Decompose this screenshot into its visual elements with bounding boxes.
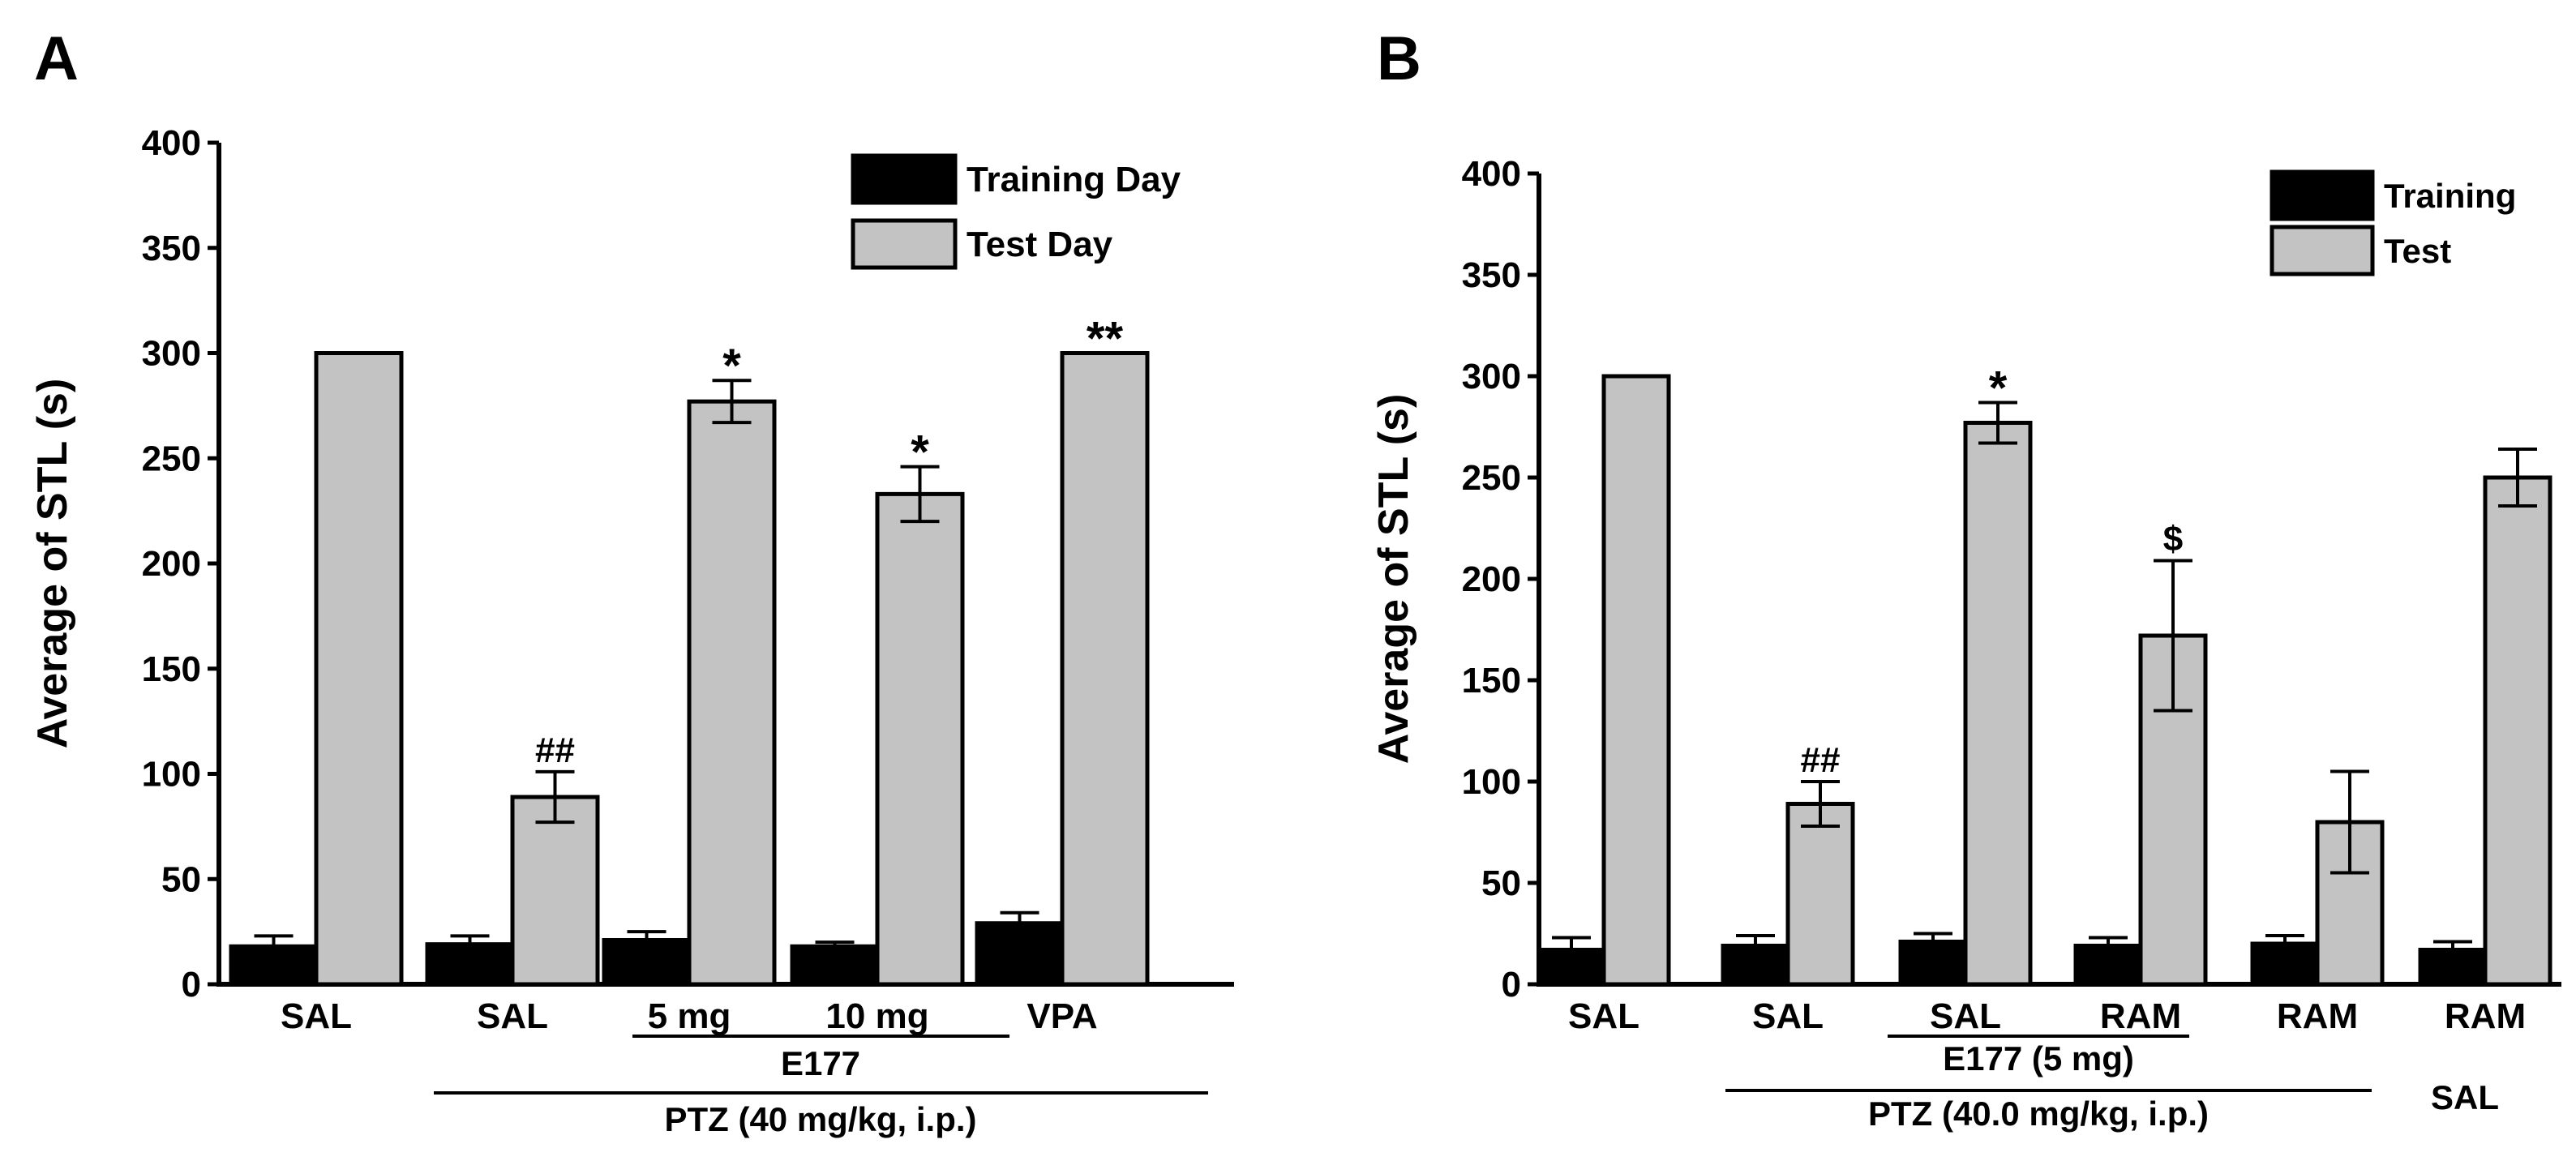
x-tick-label: SAL (1752, 996, 1824, 1036)
significance-marker: $ (2163, 520, 2183, 559)
panel-label: A (34, 24, 79, 93)
panel-b-chart: B Average of STL (s) 0 50 100 150 200 250 300 350… (1370, 24, 2561, 1133)
panel-label: B (1377, 24, 1421, 93)
y-axis-label: Average of STL (s) (29, 379, 76, 749)
legend-swatch (851, 153, 958, 205)
legend-label: Test Day (967, 225, 1113, 264)
legend-label: Training Day (967, 160, 1181, 199)
bar-test (875, 491, 965, 987)
significance-marker: ## (1801, 740, 1841, 780)
x-tick-label: 10 mg (825, 996, 928, 1036)
x-tick-label: SAL (1930, 996, 2001, 1036)
y-tick-label: 50 (161, 859, 201, 899)
x-tick-label: SAL (281, 996, 352, 1036)
y-tick-label: 0 (182, 965, 201, 1005)
group-label: E177 (781, 1044, 860, 1082)
y-tick-label: 200 (142, 544, 201, 584)
bar-test (1785, 802, 1855, 987)
bar-test (1060, 351, 1150, 987)
significance-marker: ## (535, 730, 575, 770)
y-tick-label: 400 (1462, 154, 1521, 194)
legend-swatch (2270, 225, 2375, 276)
y-tick-label: 150 (1462, 661, 1521, 700)
panel-a-chart: A Average of STL (s) 0 50 100 150 200 250 300 350… (29, 24, 1234, 1138)
bar-test (510, 795, 600, 987)
x-tick-label: RAM (2445, 996, 2526, 1036)
bar-test (2483, 475, 2552, 987)
y-tick-label: 250 (142, 439, 201, 478)
x-tick-label: SAL (477, 996, 548, 1036)
significance-marker: * (1989, 362, 2008, 415)
y-tick-label: 350 (1462, 255, 1521, 295)
significance-marker: ** (1087, 313, 1124, 366)
group-label: E177 (5 mg) (1943, 1039, 2134, 1077)
y-tick-label: 100 (1462, 762, 1521, 802)
legend-label: Training (2384, 177, 2516, 215)
x-tick-label: 5 mg (648, 996, 731, 1036)
y-tick-label: 400 (142, 123, 201, 163)
y-tick-label: 0 (1502, 965, 1521, 1005)
bar-test (314, 351, 404, 987)
legend-swatch (2270, 169, 2375, 221)
significance-marker: * (722, 340, 741, 392)
bar-test (1963, 421, 2033, 987)
bar-test (1601, 374, 1671, 987)
y-tick-label: 150 (142, 649, 201, 689)
y-tick-label: 100 (142, 755, 201, 795)
x-tick-label: RAM (2100, 996, 2181, 1036)
x-tick-label: SAL (1568, 996, 1639, 1036)
legend-label: Test (2384, 232, 2451, 270)
x-tick-label: RAM (2277, 996, 2358, 1036)
group-label: SAL (2431, 1078, 2499, 1116)
significance-marker: * (911, 426, 929, 479)
group-label: PTZ (40.0 mg/kg, i.p.) (1868, 1095, 2209, 1133)
legend-swatch (851, 218, 958, 270)
x-tick-label: VPA (1027, 996, 1097, 1036)
y-tick-label: 300 (142, 334, 201, 374)
y-tick-label: 50 (1481, 863, 1521, 903)
y-tick-label: 200 (1462, 559, 1521, 599)
y-tick-label: 250 (1462, 458, 1521, 498)
y-tick-label: 300 (1462, 357, 1521, 396)
y-axis-label: Average of STL (s) (1370, 394, 1417, 765)
group-label: PTZ (40 mg/kg, i.p.) (664, 1100, 976, 1138)
bar-test (687, 399, 777, 987)
y-tick-label: 350 (142, 229, 201, 268)
